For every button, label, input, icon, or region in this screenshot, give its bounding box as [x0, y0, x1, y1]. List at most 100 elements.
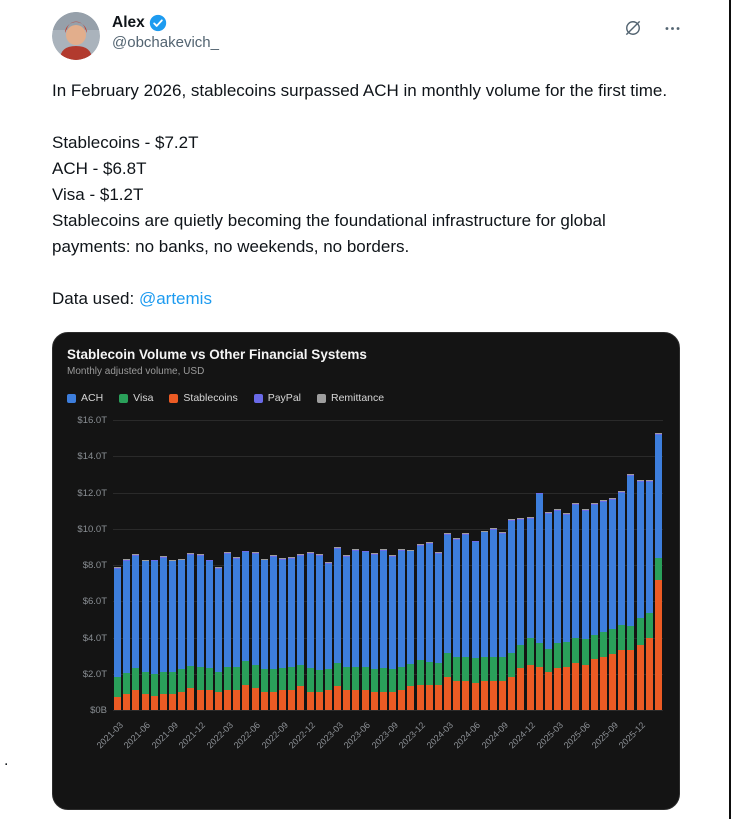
legend-item-ach: ACH — [67, 392, 103, 404]
bar-segment-stablecoins — [279, 690, 287, 710]
x-tick-label: 2021-03 — [94, 720, 125, 751]
bar-segment-ach — [279, 559, 287, 669]
bar-segment-remittance — [352, 548, 360, 550]
bar-segment-remittance — [563, 513, 571, 515]
bar-segment-remittance — [315, 554, 323, 556]
grok-slashed-circle-icon[interactable] — [623, 18, 643, 38]
bar-segment-stablecoins — [590, 659, 598, 710]
chart-media-card[interactable]: Stablecoin Volume vs Other Financial Sys… — [52, 332, 680, 810]
stray-period-text: . — [4, 752, 9, 769]
bar-segment-ach — [269, 556, 277, 670]
y-tick-label: $12.0T — [77, 487, 107, 499]
bar-segment-ach — [434, 554, 442, 663]
bar-segment-visa — [379, 668, 387, 692]
bar-segment-ach — [654, 434, 662, 558]
bar-segment-ach — [315, 555, 323, 671]
bar-segment-visa — [434, 662, 442, 685]
bar-segment-ach — [334, 548, 342, 663]
bar-segment-ach — [398, 550, 406, 667]
bar-segment-visa — [453, 657, 461, 681]
bar-segment-stablecoins — [297, 686, 305, 710]
bar-segment-remittance — [141, 559, 149, 561]
bar-segment-paypal — [645, 480, 653, 482]
bar-segment-remittance — [526, 517, 534, 518]
bar-segment-visa — [572, 637, 580, 663]
artemis-mention-link[interactable]: @artemis — [138, 289, 212, 308]
bar-segment-remittance — [132, 554, 140, 556]
bar-segment-remittance — [242, 550, 250, 552]
bar-segment-paypal — [288, 557, 296, 559]
bar-segment-remittance — [544, 512, 552, 514]
bar-segment-stablecoins — [517, 668, 525, 710]
bar-2024-03 — [444, 533, 452, 710]
tweet-paragraph-2: Stablecoins are quietly becoming the fou… — [52, 211, 606, 256]
bar-segment-ach — [224, 554, 232, 667]
bar-segment-paypal — [407, 550, 415, 552]
bar-segment-paypal — [361, 551, 369, 553]
bar-segment-visa — [205, 668, 213, 691]
more-horizontal-icon[interactable] — [663, 19, 682, 38]
x-tick-label: 2025-12 — [616, 720, 648, 751]
stat-stablecoins: Stablecoins - $7.2T — [52, 133, 199, 152]
bar-segment-ach — [343, 556, 351, 668]
bar-segment-remittance — [590, 503, 598, 505]
bar-segment-visa — [352, 666, 360, 691]
bar-segment-ach — [517, 519, 525, 645]
x-tick-label: 2021-09 — [149, 720, 180, 751]
bar-segment-ach — [444, 535, 452, 653]
bar-segment-visa — [407, 663, 415, 687]
bar-segment-ach — [370, 555, 378, 670]
bar-segment-visa — [398, 666, 406, 691]
author-name[interactable]: Alex — [112, 14, 145, 31]
chart-plot — [113, 420, 663, 711]
bar-segment-ach — [132, 555, 140, 669]
author-handle[interactable]: @obchakevich_ — [112, 34, 219, 51]
bar-2025-09 — [609, 497, 617, 710]
bar-segment-visa — [618, 624, 626, 651]
bar-segment-visa — [132, 668, 140, 691]
bar-segment-stablecoins — [599, 657, 607, 710]
bar-2022-09 — [279, 557, 287, 710]
bar-segment-paypal — [306, 553, 314, 555]
bar-segment-ach — [187, 555, 195, 666]
bar-segment-ach — [297, 555, 305, 665]
bar-2024-05 — [462, 533, 470, 710]
bar-segment-remittance — [361, 550, 369, 552]
bar-segment-visa — [563, 642, 571, 667]
x-tick-label: 2021-12 — [176, 720, 208, 751]
bar-segment-remittance — [627, 474, 635, 476]
tweet-stats: Stablecoins - $7.2T ACH - $6.8T Visa - $… — [52, 130, 688, 208]
bar-segment-ach — [544, 514, 552, 650]
bar-segment-remittance — [150, 559, 158, 561]
x-tick-label: 2022-03 — [204, 720, 235, 751]
bar-segment-stablecoins — [654, 579, 662, 710]
bar-segment-remittance — [260, 558, 268, 560]
bar-segment-remittance — [297, 554, 305, 556]
bar-segment-stablecoins — [306, 691, 314, 710]
bar-segment-remittance — [508, 518, 516, 520]
bar-segment-visa — [251, 664, 259, 689]
x-axis-labels: 2021-03 2021-06 2021-09 2021-12 2022-03 2022-… — [94, 714, 663, 764]
legend-swatch-icon — [253, 393, 263, 403]
bar-segment-paypal — [425, 543, 433, 545]
bar-segment-visa — [645, 613, 653, 638]
bar-segment-remittance — [370, 553, 378, 555]
bar-2022-06 — [251, 552, 259, 710]
bar-2024-07 — [480, 530, 488, 710]
bar-2022-03 — [224, 552, 232, 710]
bar-segment-paypal — [343, 555, 351, 557]
bar-segment-stablecoins — [150, 695, 158, 710]
bar-segment-ach — [581, 510, 589, 640]
bar-segment-stablecoins — [205, 690, 213, 710]
x-tick-label: 2025-06 — [561, 720, 593, 751]
bar-segment-visa — [114, 677, 122, 698]
bar-segment-paypal — [370, 554, 378, 556]
bar-segment-visa — [590, 634, 598, 660]
avatar[interactable] — [52, 12, 100, 60]
bar-segment-visa — [581, 639, 589, 665]
bar-segment-remittance — [389, 555, 397, 556]
bar-segment-ach — [141, 561, 149, 672]
bar-segment-paypal — [563, 514, 571, 516]
bar-2023-03 — [334, 546, 342, 710]
bar-segment-paypal — [224, 553, 232, 555]
